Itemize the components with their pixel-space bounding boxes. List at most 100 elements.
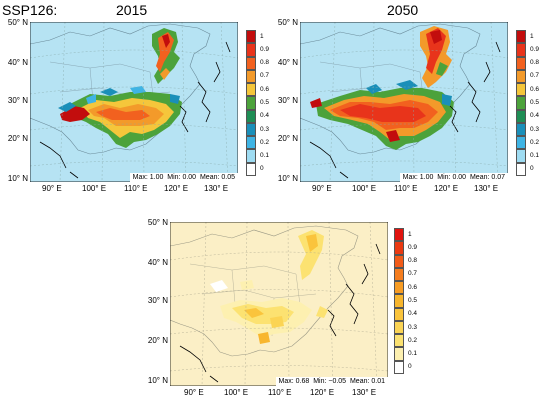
colorbar-swatch	[246, 136, 256, 150]
colorbar-tick-label: 0.6	[260, 85, 270, 93]
colorbar-swatch	[516, 43, 526, 57]
lon-tick: 110° E	[394, 184, 418, 193]
map-delta	[170, 222, 388, 386]
lat-tick: 30° N	[277, 96, 298, 105]
lon-tick: 110° E	[268, 388, 292, 397]
colorbar-swatch	[394, 360, 404, 374]
lon-axis-2050: 90° E 100° E 110° E 120° E 130° E	[300, 184, 508, 196]
colorbar-tick-label: 0.7	[530, 72, 540, 80]
colorbar-tick-label: 0.2	[408, 336, 418, 344]
lon-tick: 90° E	[184, 388, 204, 397]
colorbar-tick-label: 0.9	[408, 243, 418, 251]
colorbar-tick-label: 0	[260, 165, 264, 173]
lat-tick: 20° N	[277, 134, 298, 143]
colorbar-swatch	[516, 30, 526, 44]
colorbar-tick-label: 0.1	[530, 152, 540, 160]
colorbar-tick-label: 0.1	[408, 350, 418, 358]
lon-tick: 90° E	[312, 184, 332, 193]
colorbar-tick-label: 0.1	[260, 152, 270, 160]
map-panel-delta: Max: 0.68 Min: −0.05 Mean: 0.01	[170, 222, 388, 386]
lon-tick: 100° E	[82, 184, 107, 193]
colorbar-swatch	[246, 109, 256, 123]
colorbar-2015: 1 0.9 0.8 0.7 0.6 0.5 0.4 0.3 0.2 0.1 0	[246, 30, 276, 176]
colorbar-tick-label: 0.8	[408, 257, 418, 265]
colorbar-tick-label: 0.2	[260, 138, 270, 146]
colorbar-tick-label: 0.5	[530, 99, 540, 106]
colorbar-swatch	[516, 96, 526, 110]
lon-tick: 100° E	[352, 184, 377, 193]
colorbar-swatch	[516, 69, 526, 84]
colorbar-swatch	[394, 228, 404, 242]
colorbar-tick-label: 0.4	[530, 112, 540, 120]
lat-tick: 10° N	[7, 174, 28, 183]
colorbar-swatch	[394, 254, 404, 268]
lon-tick: 130° E	[204, 184, 229, 193]
colorbar-swatch	[394, 334, 404, 348]
lon-axis-2015: 90° E 100° E 110° E 120° E 130° E	[30, 184, 238, 196]
colorbar-swatch	[394, 347, 404, 361]
lon-tick: 100° E	[224, 388, 249, 397]
colorbar-swatch	[516, 109, 526, 123]
lat-tick: 40° N	[147, 258, 168, 267]
colorbar-swatch	[246, 83, 256, 97]
stats-2015: Max: 1.00 Min: 0.00 Mean: 0.05	[129, 173, 238, 182]
map-2050	[300, 22, 508, 182]
lon-tick: 120° E	[164, 184, 189, 193]
lat-tick: 10° N	[147, 376, 168, 385]
colorbar-tick-label: 1	[530, 32, 534, 40]
panel-title-2015: 2015	[116, 2, 148, 18]
colorbar-swatch	[394, 307, 404, 321]
colorbar-tick-label: 0.9	[530, 45, 540, 53]
colorbar-tick-label: 0.5	[408, 297, 418, 304]
colorbar-tick-label: 0.3	[530, 125, 540, 133]
map-panel-2050: Max: 1.00 Min: 0.00 Mean: 0.07	[300, 22, 508, 182]
map-2015	[30, 22, 238, 182]
colorbar-swatch	[516, 83, 526, 97]
colorbar-swatch	[246, 162, 256, 176]
stats-delta: Max: 0.68 Min: −0.05 Mean: 0.01	[275, 377, 388, 386]
colorbar-tick-label: 0.6	[530, 85, 540, 93]
colorbar-swatch	[516, 149, 526, 163]
colorbar-swatch	[394, 241, 404, 255]
colorbar-tick-label: 1	[260, 32, 264, 40]
panel-title-2050: 2050	[387, 2, 419, 18]
lat-axis-2050: 50° N 40° N 30° N 20° N 10° N	[274, 18, 300, 183]
colorbar-tick-label: 0.9	[260, 45, 270, 53]
colorbar-tick-label: 0.4	[408, 310, 418, 318]
colorbar-tick-label: 0.8	[260, 59, 270, 67]
colorbar-swatch	[394, 281, 404, 295]
lon-tick: 120° E	[310, 388, 335, 397]
colorbar-tick-label: 1	[408, 230, 412, 238]
colorbar-swatch	[394, 320, 404, 335]
lon-tick: 130° E	[352, 388, 377, 397]
colorbar-tick-label: 0.6	[408, 283, 418, 291]
colorbar-tick-label: 0.8	[530, 59, 540, 67]
lon-tick: 90° E	[42, 184, 62, 193]
colorbar-tick-label: 0.3	[260, 125, 270, 133]
lat-tick: 40° N	[277, 58, 298, 67]
colorbar-swatch	[246, 30, 256, 44]
colorbar-tick-label: 0	[530, 165, 534, 173]
colorbar-swatch	[246, 56, 256, 70]
lat-tick: 30° N	[7, 96, 28, 105]
colorbar-swatch	[246, 149, 256, 163]
stats-2050: Max: 1.00 Min: 0.00 Mean: 0.07	[399, 173, 508, 182]
lat-axis-2015: 50° N 40° N 30° N 20° N 10° N	[4, 18, 30, 183]
lat-tick: 20° N	[147, 336, 168, 345]
lat-tick: 50° N	[277, 18, 298, 27]
colorbar-tick-label: 0.7	[408, 270, 418, 278]
scenario-label: SSP126:	[2, 2, 58, 18]
colorbar-tick-label: 0	[408, 363, 412, 371]
colorbar-swatch	[394, 294, 404, 308]
lon-tick: 130° E	[474, 184, 499, 193]
map-panel-2015: Max: 1.00 Min: 0.00 Mean: 0.05	[30, 22, 238, 182]
colorbar-swatch	[394, 267, 404, 282]
colorbar-swatch	[516, 162, 526, 176]
colorbar-swatch	[246, 96, 256, 110]
lat-tick: 20° N	[7, 134, 28, 143]
colorbar-delta: 1 0.9 0.8 0.7 0.6 0.5 0.4 0.3 0.2 0.1 0	[394, 228, 424, 374]
colorbar-2050: 1 0.9 0.8 0.7 0.6 0.5 0.4 0.3 0.2 0.1 0	[516, 30, 546, 176]
colorbar-tick-label: 0.2	[530, 138, 540, 146]
lat-tick: 50° N	[147, 218, 168, 227]
colorbar-swatch	[516, 122, 526, 137]
